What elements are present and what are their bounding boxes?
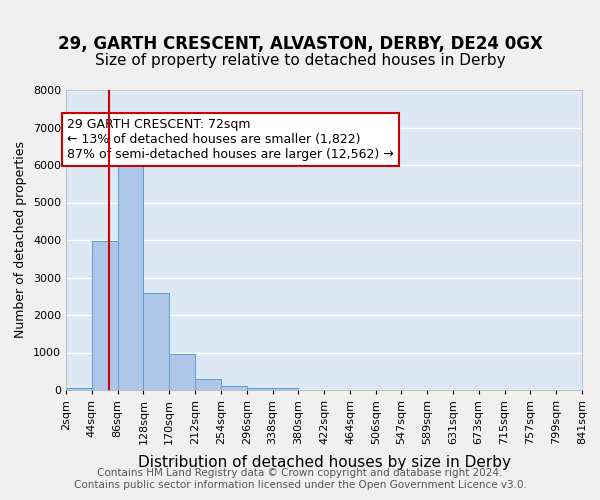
- X-axis label: Distribution of detached houses by size in Derby: Distribution of detached houses by size …: [137, 456, 511, 470]
- Bar: [92, 241, 118, 390]
- Bar: [221, 386, 247, 390]
- Bar: [143, 292, 169, 390]
- Text: Size of property relative to detached houses in Derby: Size of property relative to detached ho…: [95, 52, 505, 68]
- Bar: [195, 379, 221, 390]
- Bar: [169, 354, 195, 390]
- Text: 29 GARTH CRESCENT: 72sqm
← 13% of detached houses are smaller (1,822)
87% of sem: 29 GARTH CRESCENT: 72sqm ← 13% of detach…: [67, 118, 394, 161]
- Text: 29, GARTH CRESCENT, ALVASTON, DERBY, DE24 0GX: 29, GARTH CRESCENT, ALVASTON, DERBY, DE2…: [58, 34, 542, 52]
- Text: Contains HM Land Registry data © Crown copyright and database right 2024.
Contai: Contains HM Land Registry data © Crown c…: [74, 468, 526, 490]
- Bar: [272, 388, 298, 390]
- Bar: [66, 388, 92, 390]
- Y-axis label: Number of detached properties: Number of detached properties: [14, 142, 28, 338]
- Bar: [118, 145, 143, 390]
- Bar: [247, 388, 272, 390]
